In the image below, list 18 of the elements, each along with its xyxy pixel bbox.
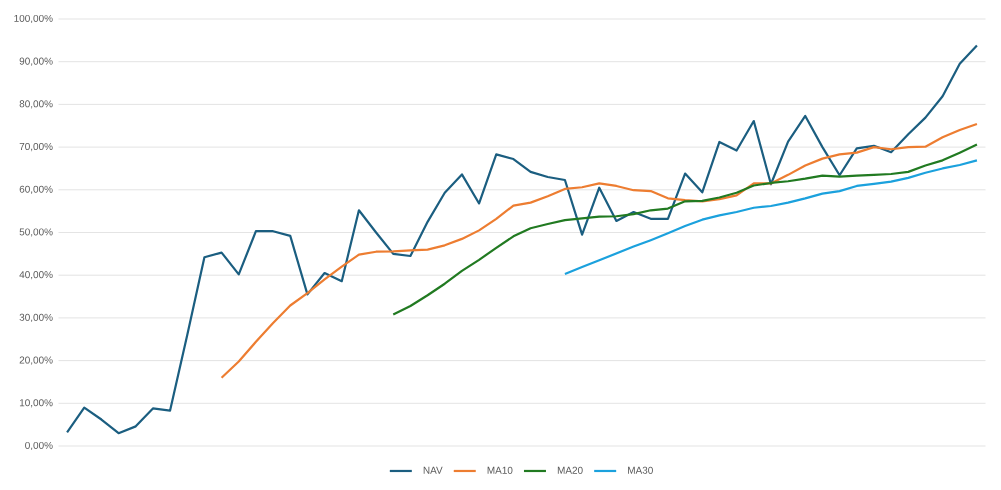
y-tick-label: 30,00% [19,313,53,323]
legend-label: NAV [423,466,443,474]
y-tick-label: 100,00% [14,14,53,24]
legend-label: MA30 [628,466,653,474]
y-tick-label: 20,00% [19,356,53,365]
legend-label: MA10 [487,466,513,474]
y-tick-label: 0,00% [25,441,53,451]
legend-label: MA20 [557,466,583,474]
y-tick-label: 40,00% [19,271,53,280]
y-tick-label: 10,00% [19,399,53,408]
y-tick-label: 70,00% [19,142,53,152]
y-tick-label: 60,00% [19,185,53,194]
line-series [220,122,979,379]
y-tick-label: 50,00% [19,228,53,237]
y-tick-label: 90,00% [19,57,53,66]
line-series [65,44,979,435]
line-series [392,143,979,316]
y-tick-label: 80,00% [19,100,53,109]
